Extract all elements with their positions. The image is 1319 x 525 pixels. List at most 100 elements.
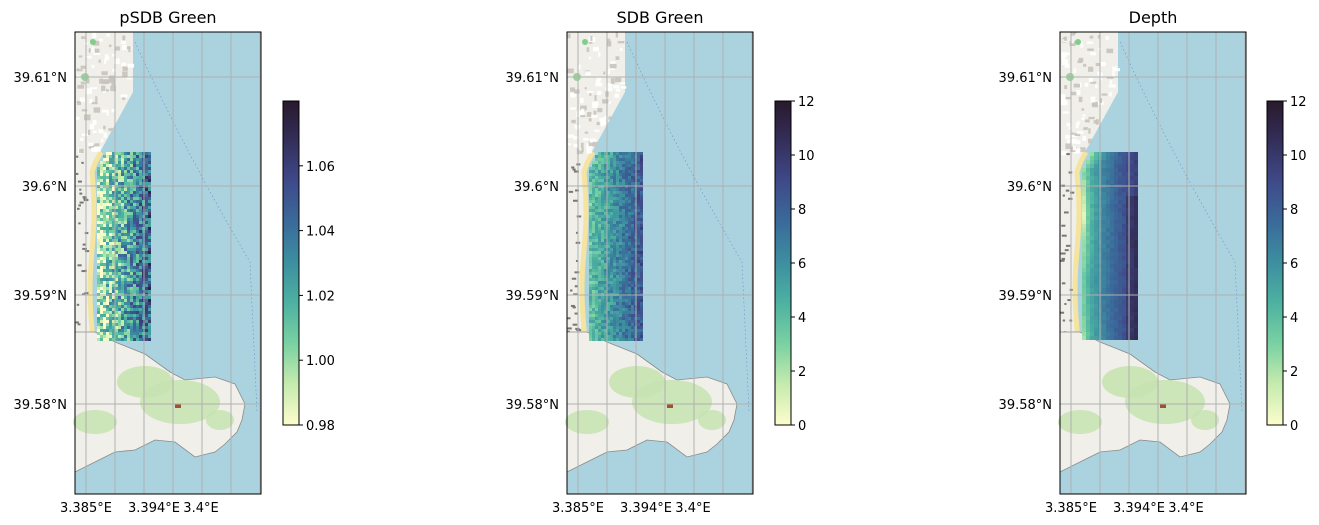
raster-cell — [1122, 180, 1126, 184]
raster-cell — [640, 275, 643, 278]
building — [580, 105, 587, 111]
raster-cell — [100, 182, 103, 185]
raster-cell — [121, 227, 124, 230]
raster-cell — [115, 299, 118, 302]
raster-cell — [598, 161, 601, 164]
raster-cell — [592, 338, 595, 341]
raster-cell — [625, 308, 628, 311]
raster-cell — [127, 200, 130, 203]
raster-cell — [1094, 224, 1098, 228]
raster-cell — [607, 326, 610, 329]
raster-cell — [616, 152, 619, 155]
raster-cell — [610, 269, 613, 272]
raster-cell — [145, 278, 148, 281]
raster-cell — [1130, 224, 1134, 228]
raster-cell — [1114, 252, 1118, 256]
raster-cell — [637, 164, 640, 167]
raster-cell — [130, 221, 133, 224]
building — [607, 68, 611, 75]
colorbar-tick-label: 12 — [798, 95, 815, 110]
raster-cell — [1134, 304, 1138, 308]
raster-cell — [130, 212, 133, 215]
raster-cell — [622, 332, 625, 335]
raster-cell — [100, 287, 103, 290]
raster-cell — [1106, 320, 1110, 324]
raster-cell — [145, 203, 148, 206]
raster-cell — [106, 335, 109, 338]
raster-cell — [1130, 288, 1134, 292]
raster-cell — [115, 305, 118, 308]
building — [1095, 62, 1101, 67]
building — [78, 55, 83, 58]
raster-cell — [628, 230, 631, 233]
raster-cell — [112, 233, 115, 236]
building — [89, 124, 95, 130]
raster-cell — [631, 209, 634, 212]
building — [1066, 153, 1070, 156]
raster-cell — [124, 209, 127, 212]
building — [120, 94, 128, 98]
colorbar-tick-label: 1.06 — [306, 160, 335, 175]
raster-cell — [598, 203, 601, 206]
raster-cell — [112, 155, 115, 158]
raster-cell — [1134, 208, 1138, 212]
building — [567, 68, 574, 74]
raster-cell — [115, 215, 118, 218]
raster-cell — [616, 326, 619, 329]
raster-cell — [97, 269, 100, 272]
raster-cell — [106, 314, 109, 317]
raster-cell — [601, 323, 604, 326]
raster-cell — [1122, 232, 1126, 236]
raster-cell — [1126, 332, 1130, 336]
raster-cell — [109, 299, 112, 302]
building — [596, 76, 602, 82]
raster-cell — [631, 170, 634, 173]
raster-cell — [619, 260, 622, 263]
raster-cell — [1118, 300, 1122, 304]
raster-cell — [595, 242, 598, 245]
raster-cell — [610, 197, 613, 200]
building — [85, 88, 92, 95]
raster-cell — [118, 197, 121, 200]
raster-cell — [610, 275, 613, 278]
raster-cell — [109, 329, 112, 332]
sea-route — [134, 41, 258, 413]
raster-cell — [1130, 236, 1134, 240]
raster-cell — [127, 299, 130, 302]
park-area — [206, 410, 234, 430]
raster-cell — [613, 233, 616, 236]
raster-cell — [1090, 280, 1094, 284]
raster-cell — [1090, 320, 1094, 324]
raster-cell — [622, 200, 625, 203]
raster-cell — [604, 236, 607, 239]
raster-cell — [601, 281, 604, 284]
raster-cell — [112, 218, 115, 221]
raster-cell — [1086, 288, 1090, 292]
raster-cell — [145, 242, 148, 245]
raster-cell — [1086, 260, 1090, 264]
raster-cell — [139, 284, 142, 287]
raster-cell — [109, 182, 112, 185]
raster-cell — [139, 227, 142, 230]
building — [79, 188, 82, 191]
raster-cell — [595, 335, 598, 338]
raster-cell — [616, 323, 619, 326]
raster-cell — [1130, 316, 1134, 320]
raster-cell — [607, 335, 610, 338]
building — [76, 155, 79, 158]
building — [1088, 77, 1093, 82]
raster-cell — [604, 182, 607, 185]
raster-cell — [1130, 248, 1134, 252]
raster-cell — [589, 221, 592, 224]
raster-cell — [1130, 244, 1134, 248]
raster-cell — [631, 257, 634, 260]
raster-cell — [1126, 288, 1130, 292]
raster-cell — [625, 230, 628, 233]
raster-cell — [601, 296, 604, 299]
raster-cell — [637, 188, 640, 191]
raster-cell — [589, 290, 592, 293]
raster-cell — [139, 224, 142, 227]
raster-cell — [604, 194, 607, 197]
raster-cell — [109, 227, 112, 230]
building — [595, 82, 603, 87]
